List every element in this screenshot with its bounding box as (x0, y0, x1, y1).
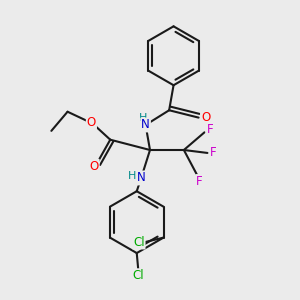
Text: F: F (206, 124, 213, 136)
Text: F: F (196, 175, 203, 188)
Text: O: O (89, 160, 99, 173)
Text: H: H (128, 172, 136, 182)
Text: N: N (141, 118, 150, 131)
Text: O: O (201, 111, 210, 124)
Text: F: F (210, 146, 217, 159)
Text: N: N (137, 172, 146, 184)
Text: Cl: Cl (133, 236, 145, 248)
Text: O: O (87, 116, 96, 128)
Text: Cl: Cl (132, 269, 144, 282)
Text: H: H (139, 112, 147, 123)
